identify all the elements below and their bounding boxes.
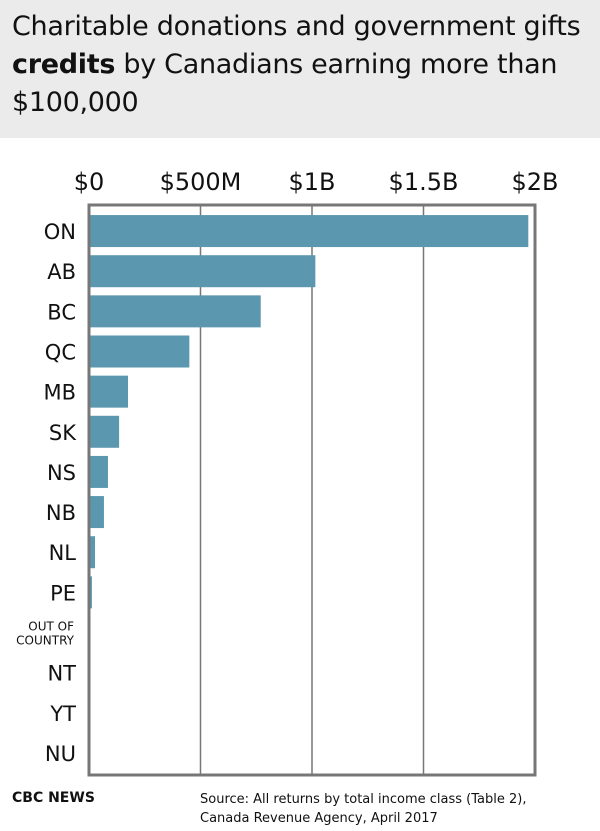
y-tick-label: NL [49, 541, 77, 565]
y-tick-label-cont: COUNTRY [16, 634, 74, 648]
bar [89, 335, 190, 368]
y-tick-label: BC [47, 300, 76, 324]
header-band [0, 0, 600, 138]
x-tick-label: $500M [160, 168, 242, 196]
bar [89, 295, 261, 328]
bar [89, 496, 104, 529]
source-note: Source: All returns by total income clas… [200, 790, 526, 828]
bar [89, 536, 96, 569]
y-tick-label: NU [45, 742, 76, 766]
y-tick-label: SK [49, 421, 77, 445]
plot-frame [87, 203, 537, 777]
x-tick-label: $1B [288, 168, 335, 196]
title-text-end: by Canadians earning more than $100,000 [12, 49, 558, 118]
y-tick-label: YT [49, 702, 76, 726]
chart-title: Charitable donations and government gift… [12, 8, 592, 122]
y-tick-label: OUT OF [28, 620, 74, 634]
bar [89, 415, 120, 448]
y-tick-label: NT [47, 662, 76, 686]
x-tick-label: $0 [74, 168, 105, 196]
y-tick-label: PE [50, 581, 76, 605]
source-line-1: Source: All returns by total income clas… [200, 792, 527, 807]
title-text: Charitable donations and government gift… [12, 11, 581, 42]
y-tick-label: NS [47, 461, 76, 485]
brand-logo: CBC NEWS [12, 790, 95, 806]
y-tick-label: QC [45, 341, 76, 365]
y-tick-label: MB [43, 381, 76, 405]
x-tick-label: $2B [511, 168, 558, 196]
y-tick-label: AB [47, 260, 76, 284]
y-tick-label: NB [46, 501, 76, 525]
source-line-2: Canada Revenue Agency, April 2017 [200, 811, 438, 826]
bar [89, 255, 316, 288]
bar [89, 375, 129, 408]
title-bold: credits [12, 49, 116, 80]
bar [89, 455, 108, 488]
bar [89, 215, 529, 248]
y-tick-label: ON [44, 220, 76, 244]
x-tick-label: $1.5B [389, 168, 459, 196]
